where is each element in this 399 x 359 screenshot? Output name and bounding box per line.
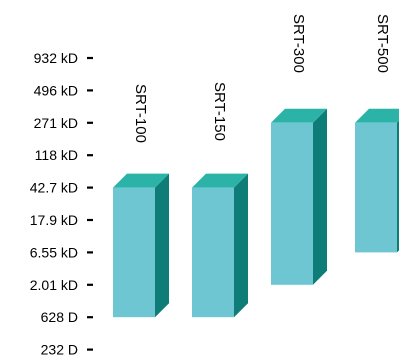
- bar-side-srt-150: [234, 173, 248, 318]
- y-tick-label-496-kd: 496 kD: [34, 82, 78, 98]
- y-tick-label-17-9-kd: 17.9 kD: [30, 212, 78, 228]
- bar-label-srt-150: SRT-150: [211, 82, 228, 141]
- bar-front-srt-300: [271, 122, 313, 285]
- bar-top-srt-150: [192, 173, 248, 188]
- y-tick-label-2-01-kd: 2.01 kD: [30, 277, 78, 293]
- y-tick-label-6-55-kd: 6.55 kD: [30, 244, 78, 260]
- bar-label-srt-500: SRT-500: [374, 14, 391, 73]
- y-tick-label-42-7-kd: 42.7 kD: [30, 180, 78, 196]
- y-tick-label-932-kd: 932 kD: [34, 50, 78, 66]
- y-tick-label-232-d: 232 D: [41, 342, 78, 358]
- bar-srt-100: [113, 173, 169, 318]
- bar-label-srt-300: SRT-300: [290, 14, 307, 73]
- bar-labels: SRT-100 SRT-150 SRT-300 SRT-500: [132, 14, 391, 143]
- bar-srt-500: [355, 108, 399, 253]
- bar-srt-300: [271, 108, 327, 285]
- y-tick-label-118-kd: 118 kD: [35, 147, 78, 163]
- y-tick-label-628-d: 628 D: [41, 309, 78, 325]
- bar-front-srt-100: [113, 187, 155, 318]
- bar-side-srt-100: [155, 173, 169, 318]
- bar-top-srt-100: [113, 173, 169, 188]
- bars: [113, 108, 399, 318]
- y-axis-ticks: 932 kD 496 kD 271 kD 118 kD 42.7 kD 17.9 kD 6.…: [30, 50, 93, 358]
- bar-front-srt-500: [355, 122, 397, 253]
- bar-side-srt-300: [313, 108, 327, 285]
- bar-top-srt-300: [271, 108, 327, 123]
- bar-front-srt-150: [192, 187, 234, 318]
- y-tick-label-271-kd: 271 kD: [34, 115, 78, 131]
- bar-label-srt-100: SRT-100: [132, 84, 149, 143]
- bar-srt-150: [192, 173, 248, 318]
- bar-top-srt-500: [355, 108, 399, 123]
